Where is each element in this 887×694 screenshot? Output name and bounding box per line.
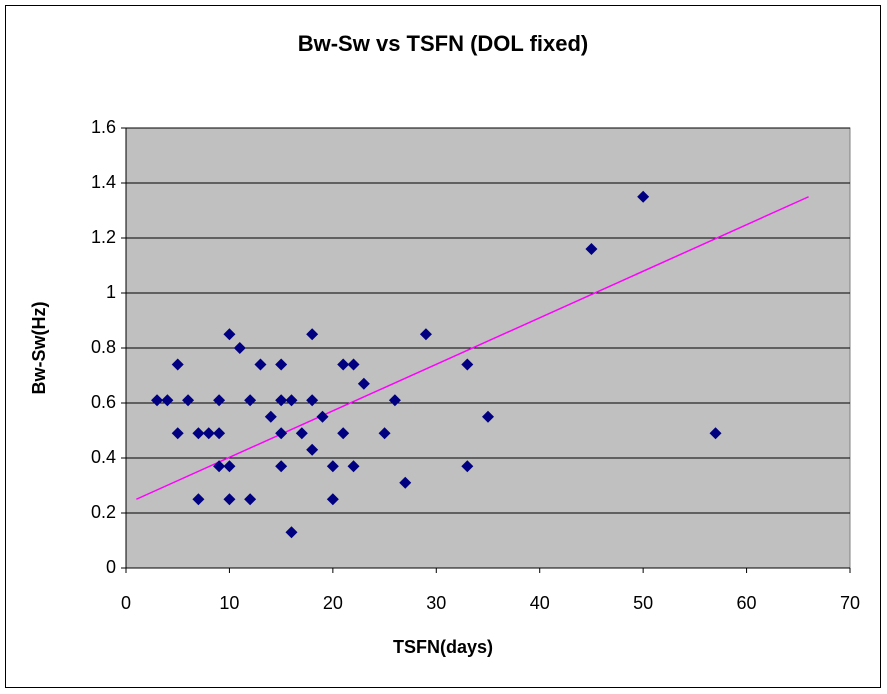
data-point bbox=[316, 410, 329, 423]
data-point bbox=[223, 493, 236, 506]
x-axis-label: TSFN(days) bbox=[393, 637, 493, 657]
data-point bbox=[244, 493, 257, 506]
data-point bbox=[275, 394, 288, 407]
data-point bbox=[326, 460, 339, 473]
data-point bbox=[151, 394, 164, 407]
y-tick-label: 0.6 bbox=[91, 392, 116, 412]
x-tick-label: 10 bbox=[219, 593, 239, 613]
data-point bbox=[275, 358, 288, 371]
x-tick-label: 30 bbox=[426, 593, 446, 613]
data-point bbox=[223, 460, 236, 473]
data-point bbox=[419, 328, 432, 341]
data-point bbox=[337, 358, 350, 371]
data-point bbox=[192, 427, 205, 440]
y-tick-label: 1.6 bbox=[91, 117, 116, 137]
y-tick-label: 1 bbox=[106, 282, 116, 302]
data-point bbox=[213, 394, 226, 407]
data-point bbox=[306, 443, 319, 456]
data-point bbox=[275, 427, 288, 440]
x-tick-label: 40 bbox=[530, 593, 550, 613]
data-point bbox=[182, 394, 195, 407]
y-tick-label: 0 bbox=[106, 557, 116, 577]
data-point bbox=[378, 427, 391, 440]
data-point bbox=[233, 342, 246, 354]
data-point bbox=[399, 476, 412, 489]
data-point bbox=[295, 427, 308, 440]
chart-title: Bw-Sw vs TSFN (DOL fixed) bbox=[298, 31, 589, 56]
data-point bbox=[585, 243, 598, 255]
data-point bbox=[461, 358, 474, 371]
x-tick-label: 70 bbox=[840, 593, 860, 613]
data-point bbox=[213, 460, 226, 473]
x-tick-label: 0 bbox=[121, 593, 131, 613]
data-point bbox=[244, 394, 257, 407]
y-tick-label: 0.8 bbox=[91, 337, 116, 357]
y-axis-label: Bw-Sw(Hz) bbox=[29, 302, 49, 395]
data-point bbox=[285, 394, 298, 407]
data-point bbox=[306, 394, 319, 407]
data-point bbox=[192, 493, 205, 506]
y-tick-label: 0.4 bbox=[91, 447, 116, 467]
data-point bbox=[161, 394, 174, 407]
data-point bbox=[347, 460, 360, 473]
data-point bbox=[347, 358, 360, 371]
data-point bbox=[709, 427, 722, 440]
data-point bbox=[482, 410, 494, 423]
data-point bbox=[285, 526, 298, 539]
data-point bbox=[264, 410, 277, 423]
data-point bbox=[357, 377, 370, 390]
trendline bbox=[136, 196, 809, 500]
data-point bbox=[637, 190, 650, 203]
data-point bbox=[213, 427, 226, 440]
data-point bbox=[337, 427, 350, 440]
data-point bbox=[202, 427, 215, 440]
data-point bbox=[461, 460, 474, 473]
data-point bbox=[171, 427, 184, 440]
x-tick-label: 20 bbox=[323, 593, 343, 613]
y-tick-label: 1.2 bbox=[91, 227, 116, 247]
data-point bbox=[388, 394, 401, 407]
data-point bbox=[306, 328, 319, 341]
data-point bbox=[326, 493, 339, 506]
y-tick-label: 0.2 bbox=[91, 502, 116, 522]
data-point bbox=[275, 460, 288, 473]
x-tick-label: 50 bbox=[633, 593, 653, 613]
x-tick-label: 60 bbox=[737, 593, 757, 613]
data-point bbox=[254, 358, 267, 371]
y-tick-label: 1.4 bbox=[91, 172, 116, 192]
data-point bbox=[171, 358, 184, 371]
data-point bbox=[223, 328, 236, 341]
